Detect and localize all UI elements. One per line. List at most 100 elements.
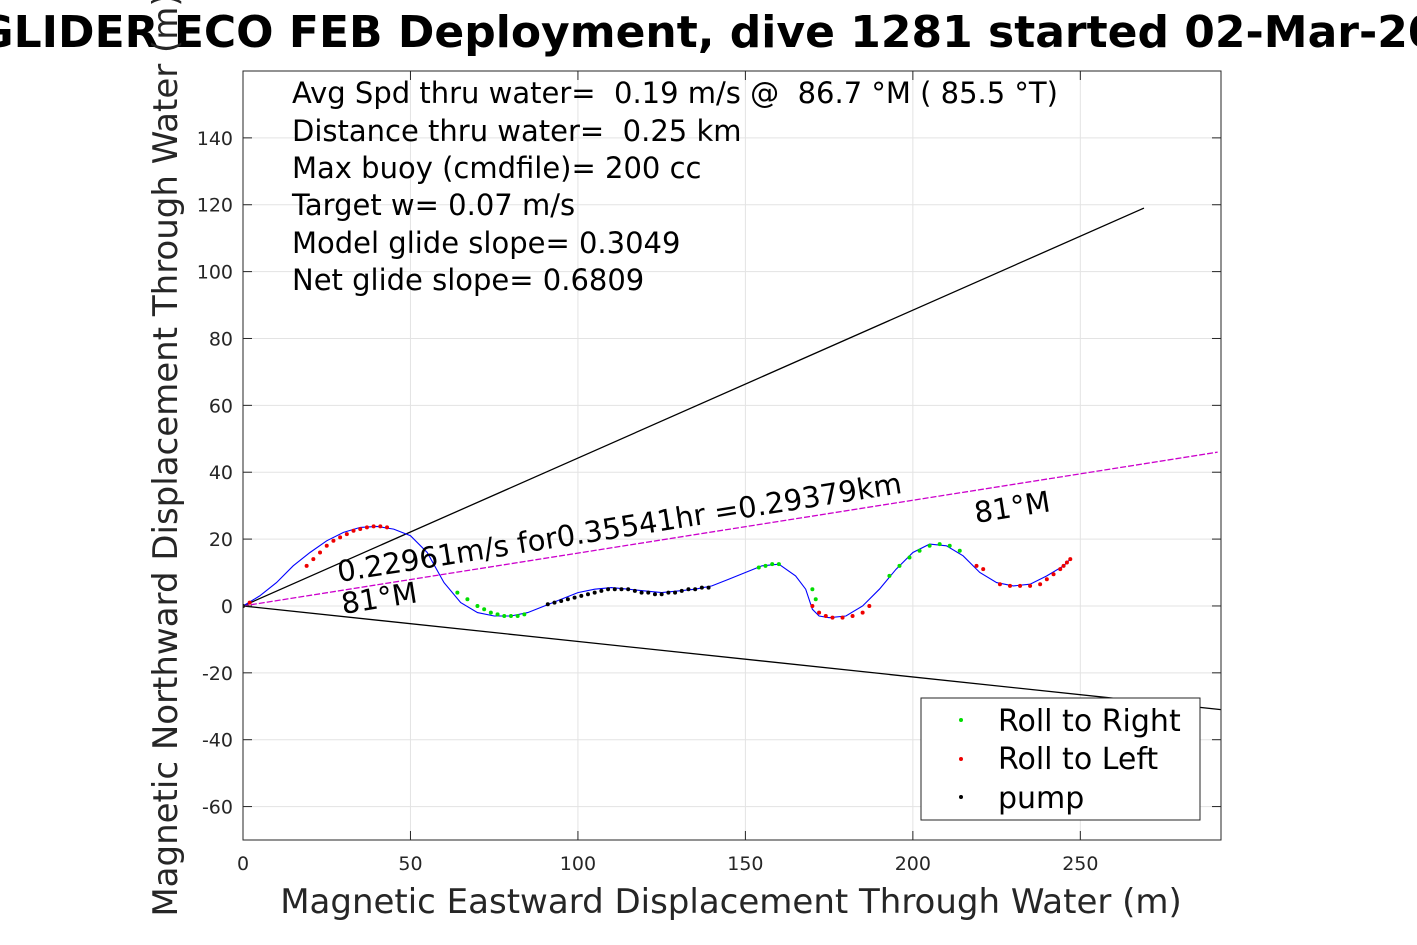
point-roll-to-right	[475, 603, 480, 608]
point-roll-to-right	[776, 562, 781, 567]
reference-line-lower-bound	[243, 605, 1221, 711]
point-roll-to-right	[810, 587, 815, 592]
point-roll-to-left	[1051, 572, 1056, 577]
annotation-net-glide-slope: Net glide slope= 0.6809	[292, 263, 644, 297]
point-roll-to-left	[1018, 583, 1023, 588]
point-roll-to-left	[860, 610, 865, 615]
x-tick-label: 50	[398, 853, 422, 875]
x-tick-label: 200	[895, 853, 931, 875]
y-axis-label: Magnetic Northward Displacement Through …	[146, 0, 186, 917]
y-tick-label: -40	[202, 730, 233, 752]
point-pump	[626, 587, 631, 592]
point-roll-to-right	[482, 607, 487, 612]
point-pump	[659, 592, 664, 597]
y-tick-label: -60	[202, 797, 233, 819]
point-roll-to-left	[817, 610, 822, 615]
reference-line-heading	[243, 451, 1218, 607]
y-tick-label: 120	[197, 195, 233, 217]
point-pump	[585, 592, 590, 597]
annotation-distance: Distance thru water= 0.25 km	[292, 114, 742, 148]
y-tick-label: 80	[209, 328, 233, 350]
point-roll-to-right	[522, 612, 527, 617]
point-pump	[612, 587, 617, 592]
point-roll-to-left	[344, 532, 349, 537]
plot-frame	[242, 70, 1222, 841]
axis-ticks: 0 50 100 150 200 250 -60 -40 -20 0 20 40 60 80 100 120 1…	[197, 71, 1221, 875]
point-roll-to-right	[515, 613, 520, 618]
point-roll-to-left	[823, 613, 828, 618]
legend-label-roll-left: Roll to Left	[998, 742, 1158, 777]
point-roll-to-left	[378, 524, 383, 529]
y-tick-label: 40	[209, 462, 233, 484]
point-roll-to-right	[495, 612, 500, 617]
x-tick-label: 100	[560, 853, 596, 875]
point-roll-to-left	[850, 613, 855, 618]
point-roll-to-right	[508, 613, 513, 618]
point-pump	[559, 598, 564, 603]
point-roll-to-left	[1061, 563, 1066, 568]
point-pump	[699, 585, 704, 590]
y-tick-label: -20	[202, 663, 233, 685]
point-pump	[632, 588, 637, 593]
point-roll-to-left	[981, 567, 986, 572]
point-pump	[652, 592, 657, 597]
point-roll-to-left	[1044, 577, 1049, 582]
point-roll-to-right	[502, 613, 507, 618]
point-roll-to-left	[830, 615, 835, 620]
legend-marker-roll-left	[959, 757, 963, 761]
point-roll-to-right	[465, 597, 470, 602]
point-roll-to-left	[1058, 567, 1063, 572]
y-tick-label: 140	[197, 128, 233, 150]
y-tick-label: 60	[209, 395, 233, 417]
point-roll-to-left	[1068, 557, 1073, 562]
point-roll-to-left	[840, 615, 845, 620]
point-roll-to-right	[887, 573, 892, 578]
x-tick-label: 150	[727, 853, 763, 875]
point-pump	[666, 590, 671, 595]
x-axis-label: Magnetic Eastward Displacement Through W…	[280, 882, 1182, 922]
legend-label-pump: pump	[998, 781, 1084, 816]
point-roll-to-right	[455, 590, 460, 595]
point-roll-to-left	[1007, 583, 1012, 588]
legend: Roll to Right Roll to Left pump	[920, 697, 1201, 821]
point-roll-to-left	[810, 603, 815, 608]
legend-box	[920, 697, 1201, 821]
x-tick-label: 250	[1062, 853, 1098, 875]
y-tick-label: 20	[209, 529, 233, 551]
point-roll-to-right	[947, 543, 952, 548]
point-pump	[679, 588, 684, 593]
point-roll-to-right	[813, 597, 818, 602]
legend-label-roll-right: Roll to Right	[998, 704, 1181, 739]
point-roll-to-left	[338, 535, 343, 540]
point-roll-to-right	[927, 543, 932, 548]
point-pump	[545, 602, 550, 607]
point-roll-to-left	[385, 525, 390, 530]
point-roll-to-left	[364, 525, 369, 530]
reference-lines	[243, 207, 1221, 711]
point-pump	[693, 587, 698, 592]
point-roll-to-right	[770, 562, 775, 567]
point-roll-to-right	[756, 565, 761, 570]
point-pump	[592, 590, 597, 595]
point-roll-to-left	[1028, 583, 1033, 588]
point-pump	[565, 597, 570, 602]
point-roll-to-right	[763, 563, 768, 568]
point-roll-to-right	[957, 548, 962, 553]
legend-marker-pump	[959, 795, 963, 799]
point-pump	[599, 588, 604, 593]
x-tick-label: 0	[237, 853, 249, 875]
point-roll-to-left	[324, 543, 329, 548]
point-roll-to-right	[488, 610, 493, 615]
point-pump	[572, 595, 577, 600]
stats-annotations: Avg Spd thru water= 0.19 m/s @ 86.7 °M (…	[291, 76, 1058, 297]
y-tick-label: 0	[221, 596, 233, 618]
reference-line-upper-bound	[243, 207, 1145, 607]
annotation-model-glide-slope: Model glide slope= 0.3049	[292, 226, 680, 260]
annotation-target-w: Target w= 0.07 m/s	[291, 188, 575, 222]
point-pump	[552, 600, 557, 605]
point-roll-to-right	[937, 542, 942, 547]
annotation-max-buoy: Max buoy (cmdfile)= 200 cc	[292, 151, 701, 185]
point-roll-to-left	[1038, 582, 1043, 587]
y-tick-label: 100	[197, 262, 233, 284]
